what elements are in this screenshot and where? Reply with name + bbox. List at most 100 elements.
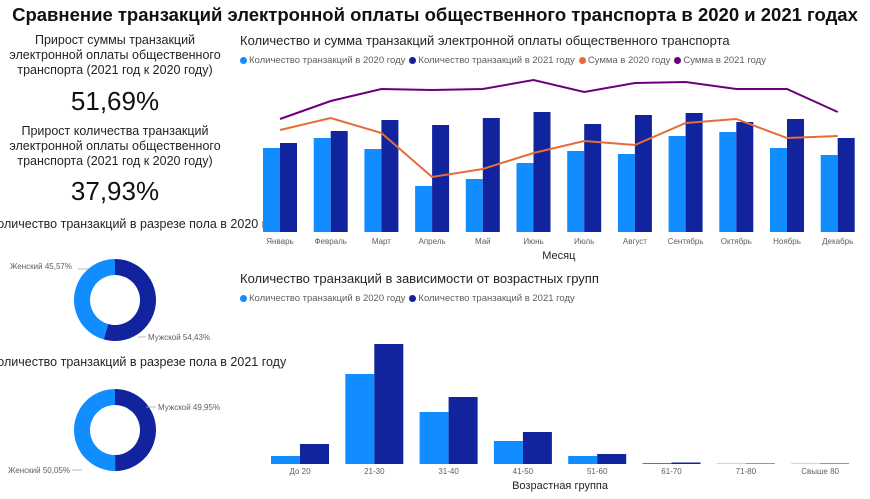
age-tick-label: Свыше 80 [801, 467, 839, 476]
bar-2020-3 [415, 186, 433, 232]
donut-2021-title: Количество транзакций в разрезе пола в 2… [0, 355, 287, 369]
legend-item[interactable]: Сумма в 2021 году [674, 55, 766, 66]
age-chart-legend: Количество транзакций в 2020 году Количе… [240, 293, 575, 304]
legend-dot [674, 56, 682, 64]
bar-2021-2 [381, 120, 399, 232]
age-bar-2021-3 [522, 432, 552, 464]
month-tick-label: Март [372, 237, 391, 246]
legend-item[interactable]: Сумма в 2020 году [578, 55, 671, 66]
legend-dot [409, 56, 417, 64]
month-tick-label: Ноябрь [773, 237, 801, 246]
bar-2020-11 [820, 155, 838, 232]
age-bar-2021-7 [820, 463, 850, 464]
age-tick-label: 21-30 [364, 467, 385, 476]
age-chart: До 20 21-30 31-40 41-50 51-60 61-70 71-80 Свыше… [271, 344, 850, 492]
bar-2020-8 [668, 136, 686, 232]
legend-dot [240, 56, 247, 64]
x-axis-title: Месяц [542, 250, 576, 262]
monthly-chart-title: Количество и сумма транзакций электронно… [240, 33, 730, 48]
bar-2020-0 [263, 148, 280, 232]
age-bar-2021-5 [671, 462, 701, 464]
age-bar-2020-5 [642, 463, 672, 464]
legend-label: Количество транзакций в 2020 году [249, 55, 406, 66]
donut-slice-Мужской [115, 389, 156, 471]
bar-2020-5 [516, 163, 534, 232]
age-tick-label: 31-40 [438, 467, 459, 476]
month-tick-label: Август [623, 237, 647, 246]
bar-2021-3 [432, 125, 450, 232]
age-bar-2021-4 [597, 454, 627, 464]
bar-2021-11 [837, 138, 855, 232]
age-bar-2021-6 [745, 463, 775, 464]
age-bar-2020-0 [271, 456, 300, 464]
donut-data-label: Мужской 54,43% [148, 333, 210, 342]
donut-slice-Женский [73, 389, 116, 471]
donut-slice-Женский [74, 259, 115, 340]
line-series-3 [279, 78, 839, 120]
bar-2020-2 [364, 149, 382, 232]
bar-2021-5 [533, 112, 551, 232]
legend-label: Количество транзакций в 2020 году [249, 293, 406, 304]
donut-data-label: Мужской 49,95% [158, 403, 220, 412]
donut-slice-Мужской [103, 259, 157, 341]
bar-2020-9 [719, 132, 737, 232]
age-bar-2021-2 [448, 397, 478, 464]
bar-2020-6 [567, 151, 585, 232]
legend-item[interactable]: Количество транзакций в 2020 году [240, 293, 405, 304]
bar-2020-10 [770, 148, 787, 232]
donut-2020 [74, 259, 157, 341]
age-tick-label: До 20 [289, 467, 311, 476]
month-tick-label: Октябрь [721, 237, 752, 246]
bar-2021-10 [787, 119, 804, 232]
kpi-count-growth-value: 37,93% [70, 176, 160, 206]
age-bar-2020-3 [493, 441, 523, 464]
legend-item[interactable]: Количество транзакций в 2021 году [409, 293, 575, 304]
legend-dot [409, 294, 417, 302]
line-series-2 [279, 116, 838, 179]
legend-label: Сумма в 2021 году [683, 55, 766, 66]
month-tick-label: Июль [574, 237, 594, 246]
legend-item[interactable]: Количество транзакций в 2020 году [240, 55, 405, 66]
kpi-count-growth-label: Прирост количества транзакций электронно… [9, 124, 221, 168]
age-tick-label: 71-80 [736, 467, 757, 476]
donut-2021 [73, 389, 156, 471]
monthly-chart-legend: Количество транзакций в 2020 году Количе… [240, 55, 766, 66]
bar-2021-8 [685, 113, 703, 232]
kpi-sum-growth-label: Прирост суммы транзакций электронной опл… [9, 33, 221, 77]
legend-item[interactable]: Количество транзакций в 2021 году [409, 55, 575, 66]
bar-2021-7 [634, 115, 652, 232]
month-tick-label: Сентябрь [668, 237, 704, 246]
bar-2020-7 [617, 154, 635, 232]
age-chart-title: Количество транзакций в зависимости от в… [240, 271, 599, 286]
donut-2020-title: Количество транзакций в разрезе пола в 2… [0, 217, 287, 231]
age-tick-label: 61-70 [661, 467, 682, 476]
donut-data-label: Женский 50,05% [8, 466, 70, 475]
age-bar-2021-1 [374, 344, 404, 464]
donut-data-label: Женский 45,57% [10, 262, 72, 271]
gender-donut-charts: Мужской 54,43% Женский 45,57% Мужской 49,9… [8, 259, 220, 475]
bar-2020-1 [313, 138, 331, 232]
legend-label: Сумма в 2020 году [587, 55, 671, 66]
x-axis-title: Возрастная группа [512, 480, 609, 492]
bar-2021-4 [482, 118, 500, 232]
month-tick-label: Апрель [419, 237, 446, 246]
month-tick-label: Июнь [523, 237, 543, 246]
age-bar-2020-4 [568, 456, 598, 464]
age-bar-2021-0 [300, 444, 329, 464]
age-bar-2020-2 [419, 412, 449, 464]
legend-label: Количество транзакций в 2021 году [418, 293, 575, 304]
monthly-chart: Январь Февраль Март Апрель Май Июнь Июль Август… [263, 78, 855, 262]
legend-dot [240, 294, 247, 302]
bar-2021-1 [330, 131, 348, 232]
month-tick-label: Январь [266, 237, 293, 246]
legend-label: Количество транзакций в 2021 году [418, 55, 575, 66]
dashboard-title: Сравнение транзакций электронной оплаты … [12, 4, 858, 25]
bar-2020-4 [465, 179, 483, 232]
month-tick-label: Декабрь [822, 237, 853, 246]
bar-2021-9 [736, 122, 754, 232]
month-tick-label: Февраль [314, 237, 347, 246]
bar-2021-6 [584, 124, 602, 232]
month-tick-label: Май [475, 237, 491, 246]
bar-2021-0 [280, 143, 297, 232]
